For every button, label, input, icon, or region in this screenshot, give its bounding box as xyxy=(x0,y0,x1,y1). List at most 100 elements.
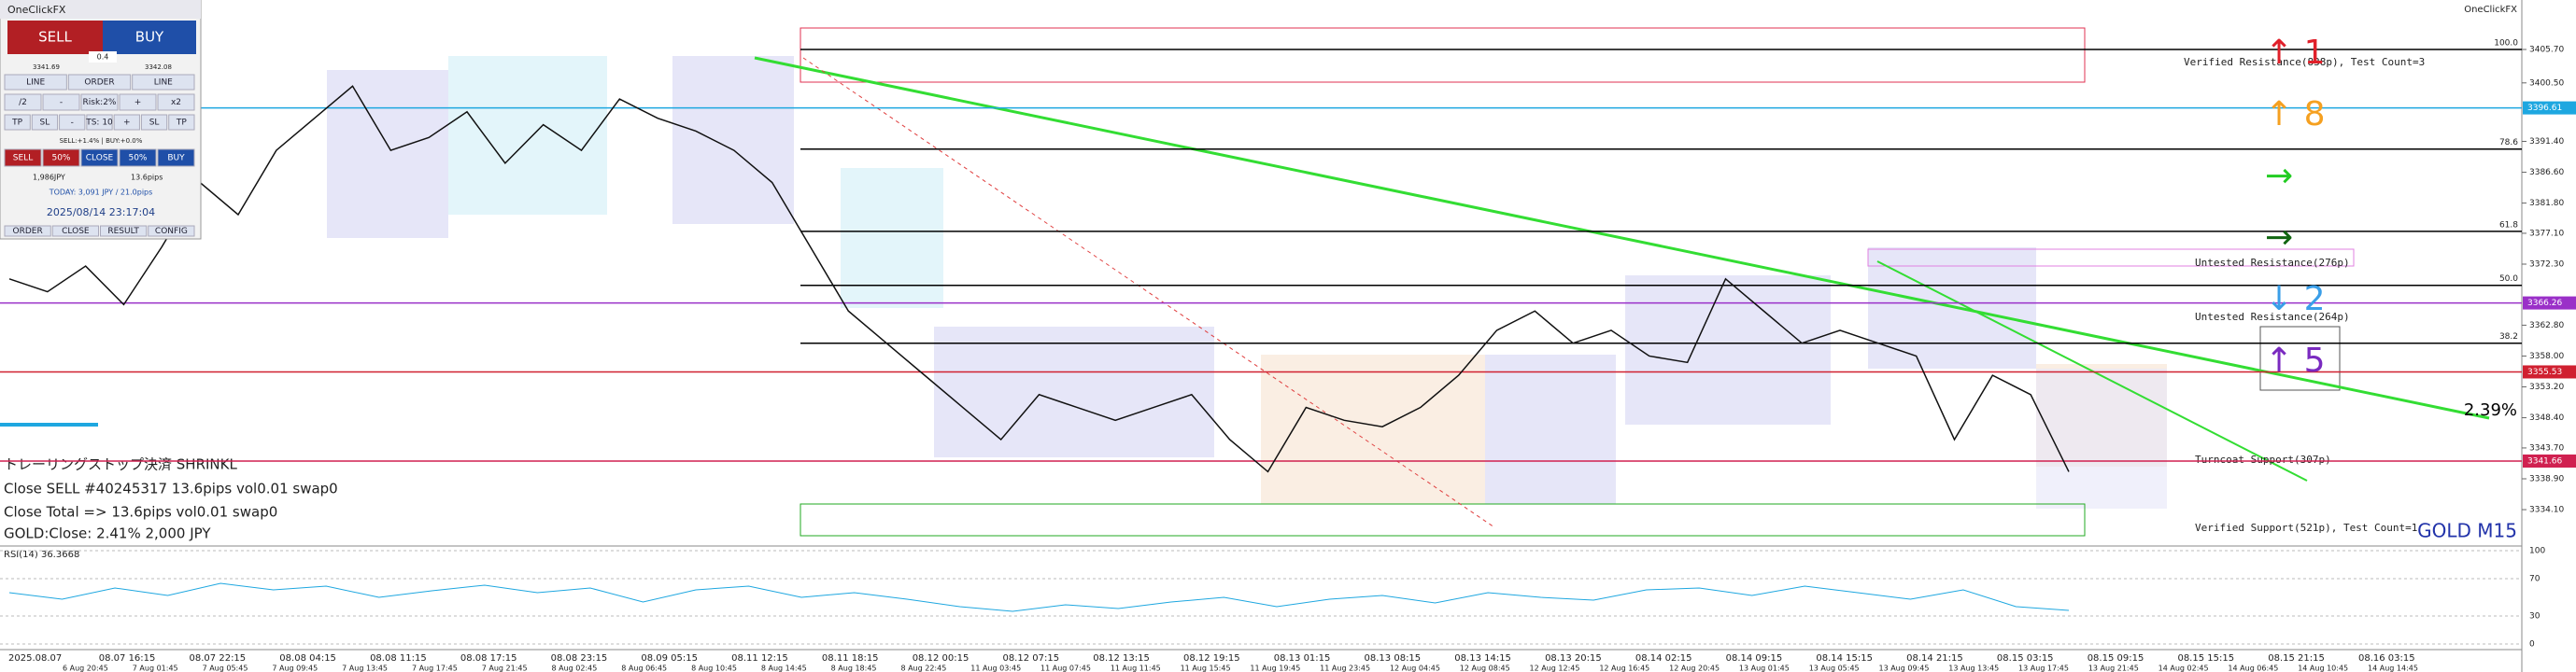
signal: ↓ 2 xyxy=(2265,280,2326,318)
time-label: 11 Aug 11:45 xyxy=(1111,665,1161,672)
panel-button[interactable] xyxy=(113,114,140,131)
rsi-label: 30 xyxy=(2529,612,2541,622)
panel-button[interactable] xyxy=(42,148,80,167)
price-tag xyxy=(2523,365,2576,379)
order-panel: OneClickFX SELL BUY 0.4 3341.69 3342.08 LINE OR… xyxy=(0,0,202,240)
price-label: 3362.80 xyxy=(2529,321,2564,330)
time-label: 14 Aug 10:45 xyxy=(2298,665,2348,672)
trendline xyxy=(802,57,1495,528)
time-label: 08.09 05:15 xyxy=(641,653,698,664)
panel-button-label: CLOSE xyxy=(86,154,114,163)
panel-button[interactable] xyxy=(59,114,86,131)
panel-button[interactable] xyxy=(157,148,195,167)
price-label: 3381.80 xyxy=(2529,199,2564,208)
clock: 2025/08/14 23:17:04 xyxy=(47,206,155,218)
panel-button-label: RESULT xyxy=(107,227,139,236)
zone-label: Untested Resistance(264p) xyxy=(2195,311,2350,323)
price-label: 3391.40 xyxy=(2529,137,2564,147)
panel-button[interactable] xyxy=(86,114,113,131)
time-label: 12 Aug 04:45 xyxy=(1390,665,1440,672)
time-label: 08.15 15:15 xyxy=(2177,653,2234,664)
buy-button[interactable] xyxy=(103,21,196,54)
time-label: 08.12 00:15 xyxy=(913,653,970,664)
zone xyxy=(1625,275,1831,425)
price-label: 3377.10 xyxy=(2529,229,2564,238)
time-label: 8 Aug 02:45 xyxy=(552,665,598,672)
time-label: 2025.08.07 xyxy=(8,653,62,664)
ask: 3342.08 xyxy=(145,63,172,71)
trendline xyxy=(754,56,2490,420)
fibo-label: 38.2 xyxy=(2499,332,2518,342)
panel-button[interactable] xyxy=(100,225,148,237)
time-label: 08.16 03:15 xyxy=(2358,653,2415,664)
panel-button[interactable] xyxy=(4,114,31,131)
panel-button-label: /2 xyxy=(19,98,27,107)
resistance-box xyxy=(1867,248,2355,267)
fibo-label: 61.8 xyxy=(2499,220,2518,230)
zone-label: Verified Support(521p), Test Count=1 xyxy=(2195,522,2417,534)
price-label: 3405.70 xyxy=(2529,46,2564,55)
price-tag-label: 3366.26 xyxy=(2527,299,2562,308)
panel-button[interactable] xyxy=(4,74,67,91)
time-label: 12 Aug 20:45 xyxy=(1669,665,1720,672)
panel-button[interactable] xyxy=(4,225,51,237)
time-label: 7 Aug 13:45 xyxy=(342,665,388,672)
time-label: 6 Aug 20:45 xyxy=(63,665,108,672)
time-label: 8 Aug 14:45 xyxy=(761,665,807,672)
panel-button[interactable] xyxy=(80,148,119,167)
price-tag xyxy=(2523,101,2576,115)
brand: OneClickFX xyxy=(2464,5,2517,15)
log-line: Close SELL #40245317 13.6pips vol0.01 sw… xyxy=(4,481,338,497)
price-label: 3400.50 xyxy=(2529,78,2564,88)
price-label: 3338.90 xyxy=(2529,474,2564,483)
time-label: 08.15 09:15 xyxy=(2088,653,2144,664)
panel-title: OneClickFX xyxy=(7,4,66,16)
signal: ↑ 1 xyxy=(2265,34,2326,72)
panel-button[interactable] xyxy=(119,93,157,111)
rsi-label: 100 xyxy=(2529,547,2545,556)
trendline xyxy=(1876,260,2308,482)
log-line: トレーリングストップ決済 SHRINKL xyxy=(4,456,237,473)
price-label: 3348.40 xyxy=(2529,413,2564,423)
panel-button[interactable] xyxy=(140,114,168,131)
panel-button[interactable] xyxy=(119,148,157,167)
signal: → xyxy=(2265,157,2293,195)
panel-button-label: ORDER xyxy=(13,227,43,236)
zone xyxy=(841,168,943,308)
sell-button[interactable] xyxy=(7,21,103,54)
time-label: 08.15 21:15 xyxy=(2268,653,2325,664)
resistance-box xyxy=(800,27,2086,83)
panel-button-label: LINE xyxy=(26,78,45,88)
time-label: 13 Aug 13:45 xyxy=(1948,665,1999,672)
panel-button[interactable] xyxy=(4,93,42,111)
panel-button[interactable] xyxy=(132,74,195,91)
zone xyxy=(448,56,607,215)
panel-button[interactable] xyxy=(4,148,42,167)
zone xyxy=(934,327,1214,457)
log-line: Close Total => 13.6pips vol0.01 swap0 xyxy=(4,504,277,521)
time-label: 8 Aug 10:45 xyxy=(691,665,737,672)
panel-button[interactable] xyxy=(80,93,119,111)
panel-button[interactable] xyxy=(148,225,195,237)
panel-button-label: TP xyxy=(176,119,187,128)
panel-button[interactable] xyxy=(157,93,195,111)
fibo-label: 50.0 xyxy=(2499,274,2518,284)
time-label: 08.12 07:15 xyxy=(1002,653,1059,664)
log-line: GOLD:Close: 2.41% 2,000 JPY xyxy=(4,525,211,542)
panel-button[interactable] xyxy=(42,93,80,111)
panel-button-label: - xyxy=(71,119,74,128)
panel-button-label: BUY xyxy=(167,154,185,163)
panel-button[interactable] xyxy=(51,225,99,237)
price-tag-label: 3341.66 xyxy=(2527,456,2562,466)
price-line xyxy=(8,85,2070,473)
panel-button[interactable] xyxy=(67,74,132,91)
panel-button[interactable] xyxy=(31,114,59,131)
panel-button[interactable] xyxy=(168,114,195,131)
price-tag xyxy=(2523,296,2576,310)
time-label: 8 Aug 22:45 xyxy=(900,665,946,672)
change: 2.39% xyxy=(2464,400,2517,420)
time-label: 08.13 01:15 xyxy=(1274,653,1331,664)
panel-button-label: SELL xyxy=(13,154,33,163)
price-label: 3372.30 xyxy=(2529,259,2564,269)
